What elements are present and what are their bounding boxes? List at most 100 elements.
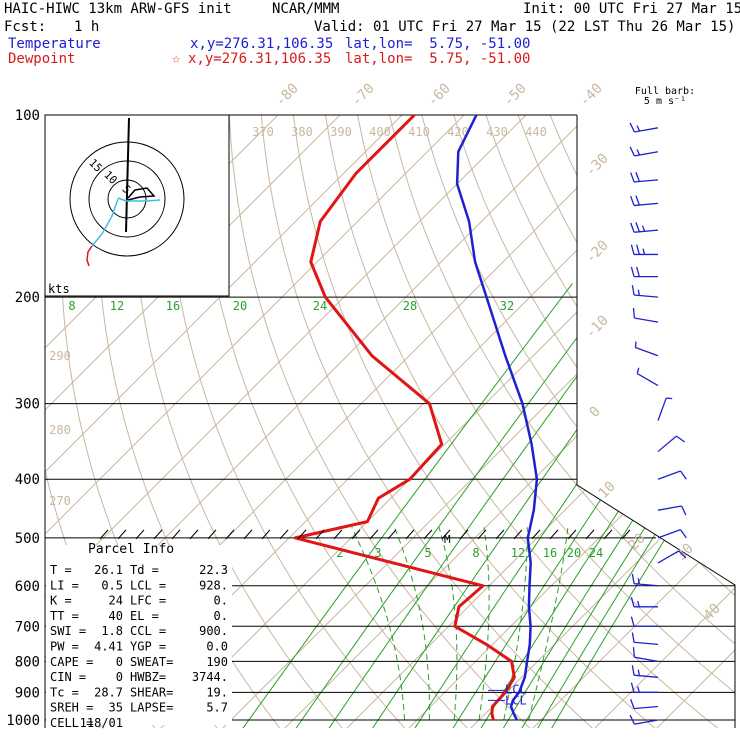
wind-barb-flag — [630, 698, 635, 709]
wind-barb-flag — [678, 550, 687, 559]
hatch-mark — [171, 529, 181, 540]
isotherm-line — [527, 115, 735, 728]
wind-barb-staff — [657, 397, 667, 421]
parcel-row-label: CELL = — [50, 716, 93, 730]
wind-barb-flag — [631, 285, 635, 296]
wind-barb — [657, 505, 687, 516]
wind-barb — [630, 596, 658, 608]
isotherm-label: 10 — [596, 479, 619, 502]
hatch-mark — [351, 529, 361, 540]
mixing-ratio-line — [292, 283, 618, 728]
dry-adiabat-line — [292, 115, 661, 728]
hodograph-trace-mid — [117, 197, 161, 202]
theta-label: 400 — [369, 125, 391, 139]
pressure-label: 700 — [15, 619, 40, 635]
wind-barb-staff — [634, 656, 659, 663]
hatch-mark — [459, 529, 469, 540]
wind-barb-flag — [635, 222, 640, 233]
dry-adiabat-line — [357, 115, 735, 728]
wind-barb-flag — [636, 266, 640, 277]
parcel-row-value: 19. — [206, 685, 228, 699]
parcel-row-value: 0 — [116, 670, 123, 684]
valid-time: Valid: 01 UTC Fri 27 Mar 15 (22 LST Thu … — [314, 19, 736, 35]
pressure-label: 400 — [15, 472, 40, 488]
hatch-mark — [477, 529, 487, 540]
isotherm-label: -30 — [583, 151, 612, 180]
wind-barb-flag — [632, 647, 636, 658]
mixing-ratio-line — [518, 283, 735, 728]
mixing-ratio-label: 8 — [472, 546, 479, 560]
mixing-ratio-label: 16 — [166, 299, 180, 313]
parcel-row-value: 22.3 — [199, 563, 228, 577]
dry-adiabat-line — [130, 115, 347, 728]
isotherm-line — [403, 115, 735, 728]
wind-barb-flag — [631, 573, 635, 584]
parcel-row-label: K = — [50, 594, 72, 608]
wind-barb-flag — [637, 289, 640, 296]
wind-barb-flag — [680, 470, 687, 480]
parcel-info-title: Parcel Info — [88, 542, 174, 557]
isotherm-label: 40 — [701, 601, 724, 624]
wind-barb-flag — [629, 146, 635, 157]
isotherm-label: -80 — [273, 81, 302, 110]
dry-adiabat-line — [325, 115, 724, 728]
parcel-row-value: 0. — [214, 594, 228, 608]
wind-barb-flag — [637, 669, 640, 676]
theta-label: 380 — [291, 125, 313, 139]
wind-barb-staff — [634, 127, 659, 133]
wind-barb-staff — [657, 529, 681, 539]
moist-adiabat-line — [528, 527, 569, 721]
wind-barb-staff — [634, 229, 659, 233]
theta-label: 270 — [49, 494, 71, 508]
wind-barb-flag — [630, 222, 635, 233]
parcel-row-value: 928. — [199, 578, 228, 592]
parcel-box-bg — [46, 545, 232, 725]
mixing-ratio-label: 24 — [589, 546, 603, 560]
wind-barb-staff — [635, 346, 659, 357]
dry-adiabat-line — [260, 115, 599, 728]
dry-adiabat-line — [485, 115, 735, 728]
wind-barb-flag — [636, 149, 641, 156]
dry-adiabat-line — [228, 115, 536, 728]
moist-adiabat-line — [478, 527, 490, 721]
wind-barb-flag — [680, 529, 687, 539]
wind-barb-flag — [636, 367, 640, 374]
temperature-legend: Temperature — [8, 36, 101, 52]
wind-barb-flag — [630, 596, 635, 607]
wind-barb-staff — [634, 294, 659, 298]
hatch-mark — [279, 529, 289, 540]
wind-barb — [630, 244, 658, 256]
wind-barb-flag — [676, 435, 685, 443]
wind-barb — [631, 285, 659, 298]
dry-adiabat-line — [581, 115, 735, 728]
hatch-mark — [153, 529, 163, 540]
parcel-row-label: LFC = — [130, 594, 166, 608]
hatch-mark — [585, 529, 595, 540]
mixing-ratio-label: 16 — [543, 546, 557, 560]
mixing-ratio-label: 24 — [313, 299, 327, 313]
moist-adiabat-line — [503, 527, 528, 721]
wind-barb-flag — [636, 125, 641, 132]
wind-barb — [657, 435, 685, 453]
isotherm-line — [45, 115, 523, 728]
pressure-label: 300 — [15, 397, 40, 413]
hatch-mark — [297, 529, 307, 540]
parcel-row-value: 0 — [116, 655, 123, 669]
fcst-value: 1 h — [74, 19, 100, 35]
wind-barb-staff — [634, 317, 659, 323]
wind-barb-flag — [635, 195, 640, 206]
wind-barb-flag — [641, 225, 646, 232]
parcel-row-label: CCL = — [130, 624, 166, 638]
hatch-mark — [387, 529, 397, 540]
parcel-row-label: CIN = — [50, 670, 86, 684]
parcel-info-box: Parcel Info T = 26.1 Td = 22.3 LI = 0.5 LCL = 92… — [46, 542, 232, 730]
parcel-row-value: 5.7 — [206, 701, 228, 715]
wind-barb — [657, 550, 687, 564]
wind-barb — [630, 195, 659, 207]
wind-barb — [630, 682, 658, 693]
wind-legend-unit: 5 m s⁻¹ — [644, 96, 686, 107]
theta-label: 280 — [49, 423, 71, 437]
mixing-ratio-label: 12 — [511, 546, 525, 560]
wind-barb-layer: Full barb:5 m s⁻¹ — [629, 86, 695, 725]
theta-label: 420 — [447, 125, 469, 139]
